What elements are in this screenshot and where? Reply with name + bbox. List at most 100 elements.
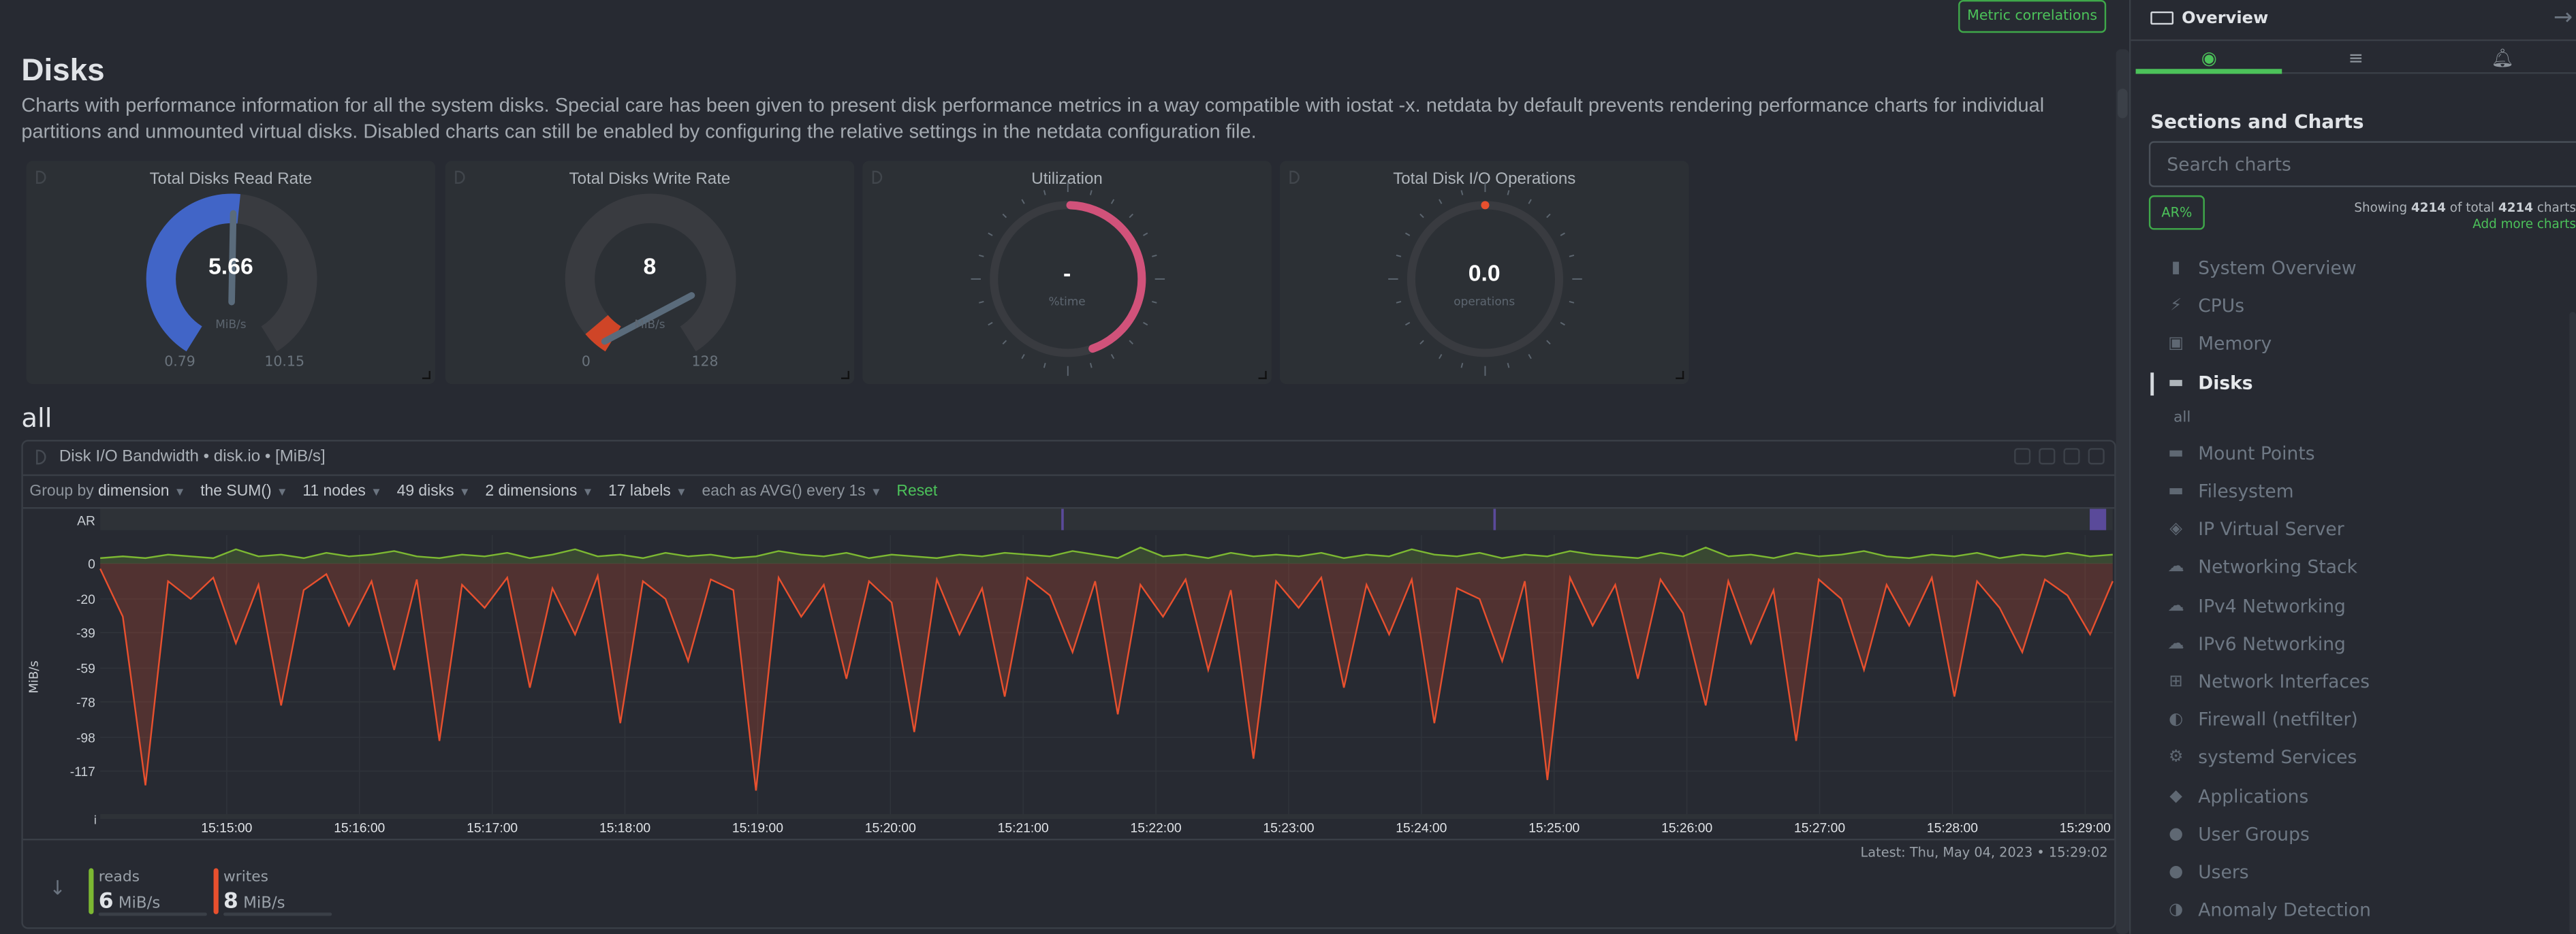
- main-scrollbar[interactable]: [2116, 49, 2129, 934]
- dial-tick: [1439, 354, 1443, 359]
- section-title: Disks: [21, 54, 105, 89]
- aggregation-dropdown[interactable]: the SUM() ▼: [200, 483, 287, 501]
- chart-plot[interactable]: AR 0 -20 -39 -59 -78 -98 -117 MiB/s i 15:15:00 15:1…: [23, 509, 2118, 837]
- resize-handle-icon[interactable]: [1258, 370, 1267, 379]
- gauge-graphic: [1388, 182, 1582, 376]
- sidebar-item-anomaly-detection[interactable]: ◑ Anomaly Detection: [2147, 891, 2576, 929]
- legend-unit: MiB/s: [243, 894, 285, 913]
- chevron-down-icon: ▼: [276, 487, 288, 499]
- legend-color-bar: [89, 868, 94, 914]
- x-tick-label: 15:25:00: [1528, 821, 1580, 835]
- legend-unit: MiB/s: [118, 894, 161, 913]
- nodes-dropdown[interactable]: 11 nodes ▼: [302, 483, 382, 501]
- x-tick-label: 15:28:00: [1927, 821, 1978, 835]
- resize-handle-icon[interactable]: [422, 370, 430, 379]
- search-charts-input[interactable]: [2148, 141, 2576, 187]
- sidebar-header: Overview →: [2131, 0, 2576, 42]
- sidebar-item-systemd-services[interactable]: ⚙ systemd Services: [2147, 739, 2576, 777]
- dial-tick: [988, 232, 993, 236]
- anomaly-marker: [1493, 509, 1496, 530]
- main-scrollbar-thumb[interactable]: [2118, 88, 2128, 118]
- dial-tick: [1560, 232, 1565, 236]
- anomaly-rate-button[interactable]: AR%: [2148, 195, 2205, 230]
- sidebar-item-ipv4-networking[interactable]: ☁ IPv4 Networking: [2147, 587, 2576, 625]
- y-tick-label: -78: [76, 696, 95, 710]
- legend-item-writes[interactable]: writes 8 MiB/s: [213, 868, 332, 917]
- y-tick-label: -59: [76, 662, 95, 677]
- sidebar-scrollbar[interactable]: [2569, 312, 2576, 934]
- expand-icon[interactable]: [2063, 448, 2080, 465]
- collapse-sidebar-icon[interactable]: →: [2553, 5, 2573, 31]
- instances-dropdown[interactable]: 49 disks ▼: [397, 483, 471, 501]
- gauge-min: 0.79: [164, 354, 195, 371]
- time-aggregation-value: each as AVG() every 1s: [702, 482, 866, 501]
- metric-correlations-button[interactable]: Metric correlations: [1958, 0, 2107, 33]
- sidebar-item-network-interfaces[interactable]: ⊞ Network Interfaces: [2147, 663, 2576, 701]
- y-tick-label: -20: [76, 593, 95, 607]
- labels-value: 17 labels: [608, 482, 671, 501]
- dial-tick: [1404, 232, 1411, 236]
- sidebar-item-disks[interactable]: ▬ Disks: [2147, 364, 2576, 402]
- tab-charts[interactable]: ◉: [2135, 43, 2283, 74]
- gauge-card: Total Disks Read Rate 5.66 MiB/s 0.79 10.15: [26, 161, 436, 385]
- legend-item-reads[interactable]: reads 6 MiB/s: [89, 868, 207, 917]
- aggregation-value: the SUM(): [200, 482, 272, 501]
- gauge-value: 8: [643, 253, 657, 279]
- sidebar-item-label: System Overview: [2198, 257, 2357, 280]
- sidebar-item-label: IPv6 Networking: [2198, 633, 2346, 655]
- sidebar-item-filesystem[interactable]: ▬ Filesystem: [2147, 472, 2576, 511]
- dial-tick: [1569, 301, 1575, 304]
- dial-tick: [1528, 354, 1532, 359]
- group-by-dropdown[interactable]: Group by dimension ▼: [29, 483, 185, 501]
- share-icon[interactable]: [2039, 448, 2056, 465]
- info-icon[interactable]: [2014, 448, 2031, 465]
- gauge-unit: MiB/s: [634, 318, 665, 332]
- dial-tick: [1396, 254, 1402, 257]
- sidebar-item-mount-points[interactable]: ▬ Mount Points: [2147, 434, 2576, 472]
- add-more-charts-link[interactable]: Add more charts: [2472, 216, 2576, 231]
- sidebar-item-cpus[interactable]: ⚡ CPUs: [2147, 287, 2576, 325]
- gauge-unit: MiB/s: [215, 318, 247, 332]
- resize-handle-icon[interactable]: [841, 370, 850, 379]
- dial-tick: [1507, 190, 1510, 195]
- info-icon: i: [93, 813, 97, 826]
- dial-tick: [979, 301, 984, 304]
- series-line-writes: [99, 568, 2114, 791]
- sidebar-item-ip-virtual-server[interactable]: ◈ IP Virtual Server: [2147, 511, 2576, 549]
- dimensions-dropdown[interactable]: 2 dimensions ▼: [485, 483, 593, 501]
- gauge-min: 0: [581, 354, 591, 371]
- resize-handle-icon[interactable]: [1676, 370, 1684, 379]
- anomaly-marker: [2090, 509, 2107, 530]
- sidebar-item-users[interactable]: ● Users: [2147, 853, 2576, 891]
- chevron-down-icon: ▼: [676, 487, 687, 499]
- sidebar-item-firewall-netfilter[interactable]: ◐ Firewall (netfilter): [2147, 701, 2576, 739]
- dial-tick: [1129, 340, 1133, 345]
- chart-header: Disk I/O Bandwidth • disk.io • [MiB/s]: [22, 442, 2115, 477]
- x-tick-label: 15:29:00: [2060, 821, 2111, 835]
- sidebar-tabs: ◉ ≡ 🔔︎: [2135, 43, 2576, 74]
- dial-tick: [1152, 301, 1157, 304]
- tab-alerts[interactable]: 🔔︎: [2430, 43, 2576, 72]
- gauge-title: Total Disks Write Rate: [569, 170, 731, 189]
- drag-icon[interactable]: [2088, 448, 2105, 465]
- sidebar-item-memory[interactable]: ▣ Memory: [2147, 325, 2576, 364]
- sidebar-item-networking-stack[interactable]: ☁ Networking Stack: [2147, 549, 2576, 587]
- sidebar-item-applications[interactable]: ◆ Applications: [2147, 777, 2576, 815]
- sidebar-item-system-overview[interactable]: ▮ System Overview: [2147, 249, 2576, 287]
- x-tick-label: 15:15:00: [201, 821, 252, 835]
- sidebar-item-label: Firewall (netfilter): [2198, 709, 2358, 731]
- sidebar-item-label: Network Interfaces: [2198, 671, 2370, 693]
- sidebar-item-user-groups[interactable]: ● User Groups: [2147, 815, 2576, 853]
- sort-arrow-icon[interactable]: ↓: [49, 876, 66, 900]
- sidebar-item-all[interactable]: all: [2147, 402, 2576, 434]
- sidebar-item-ipv6-networking[interactable]: ☁ IPv6 Networking: [2147, 625, 2576, 663]
- labels-dropdown[interactable]: 17 labels ▼: [608, 483, 687, 501]
- gauge-unit: operations: [1454, 295, 1515, 309]
- reset-button[interactable]: Reset: [896, 482, 938, 501]
- x-tick-label: 15:19:00: [732, 821, 783, 835]
- chevron-down-icon: ▼: [870, 487, 882, 499]
- y-tick-label: -98: [76, 731, 95, 745]
- time-aggregation-dropdown[interactable]: each as AVG() every 1s ▼: [702, 483, 881, 501]
- legend-color-bar: [213, 868, 219, 914]
- tab-filters[interactable]: ≡: [2282, 43, 2429, 72]
